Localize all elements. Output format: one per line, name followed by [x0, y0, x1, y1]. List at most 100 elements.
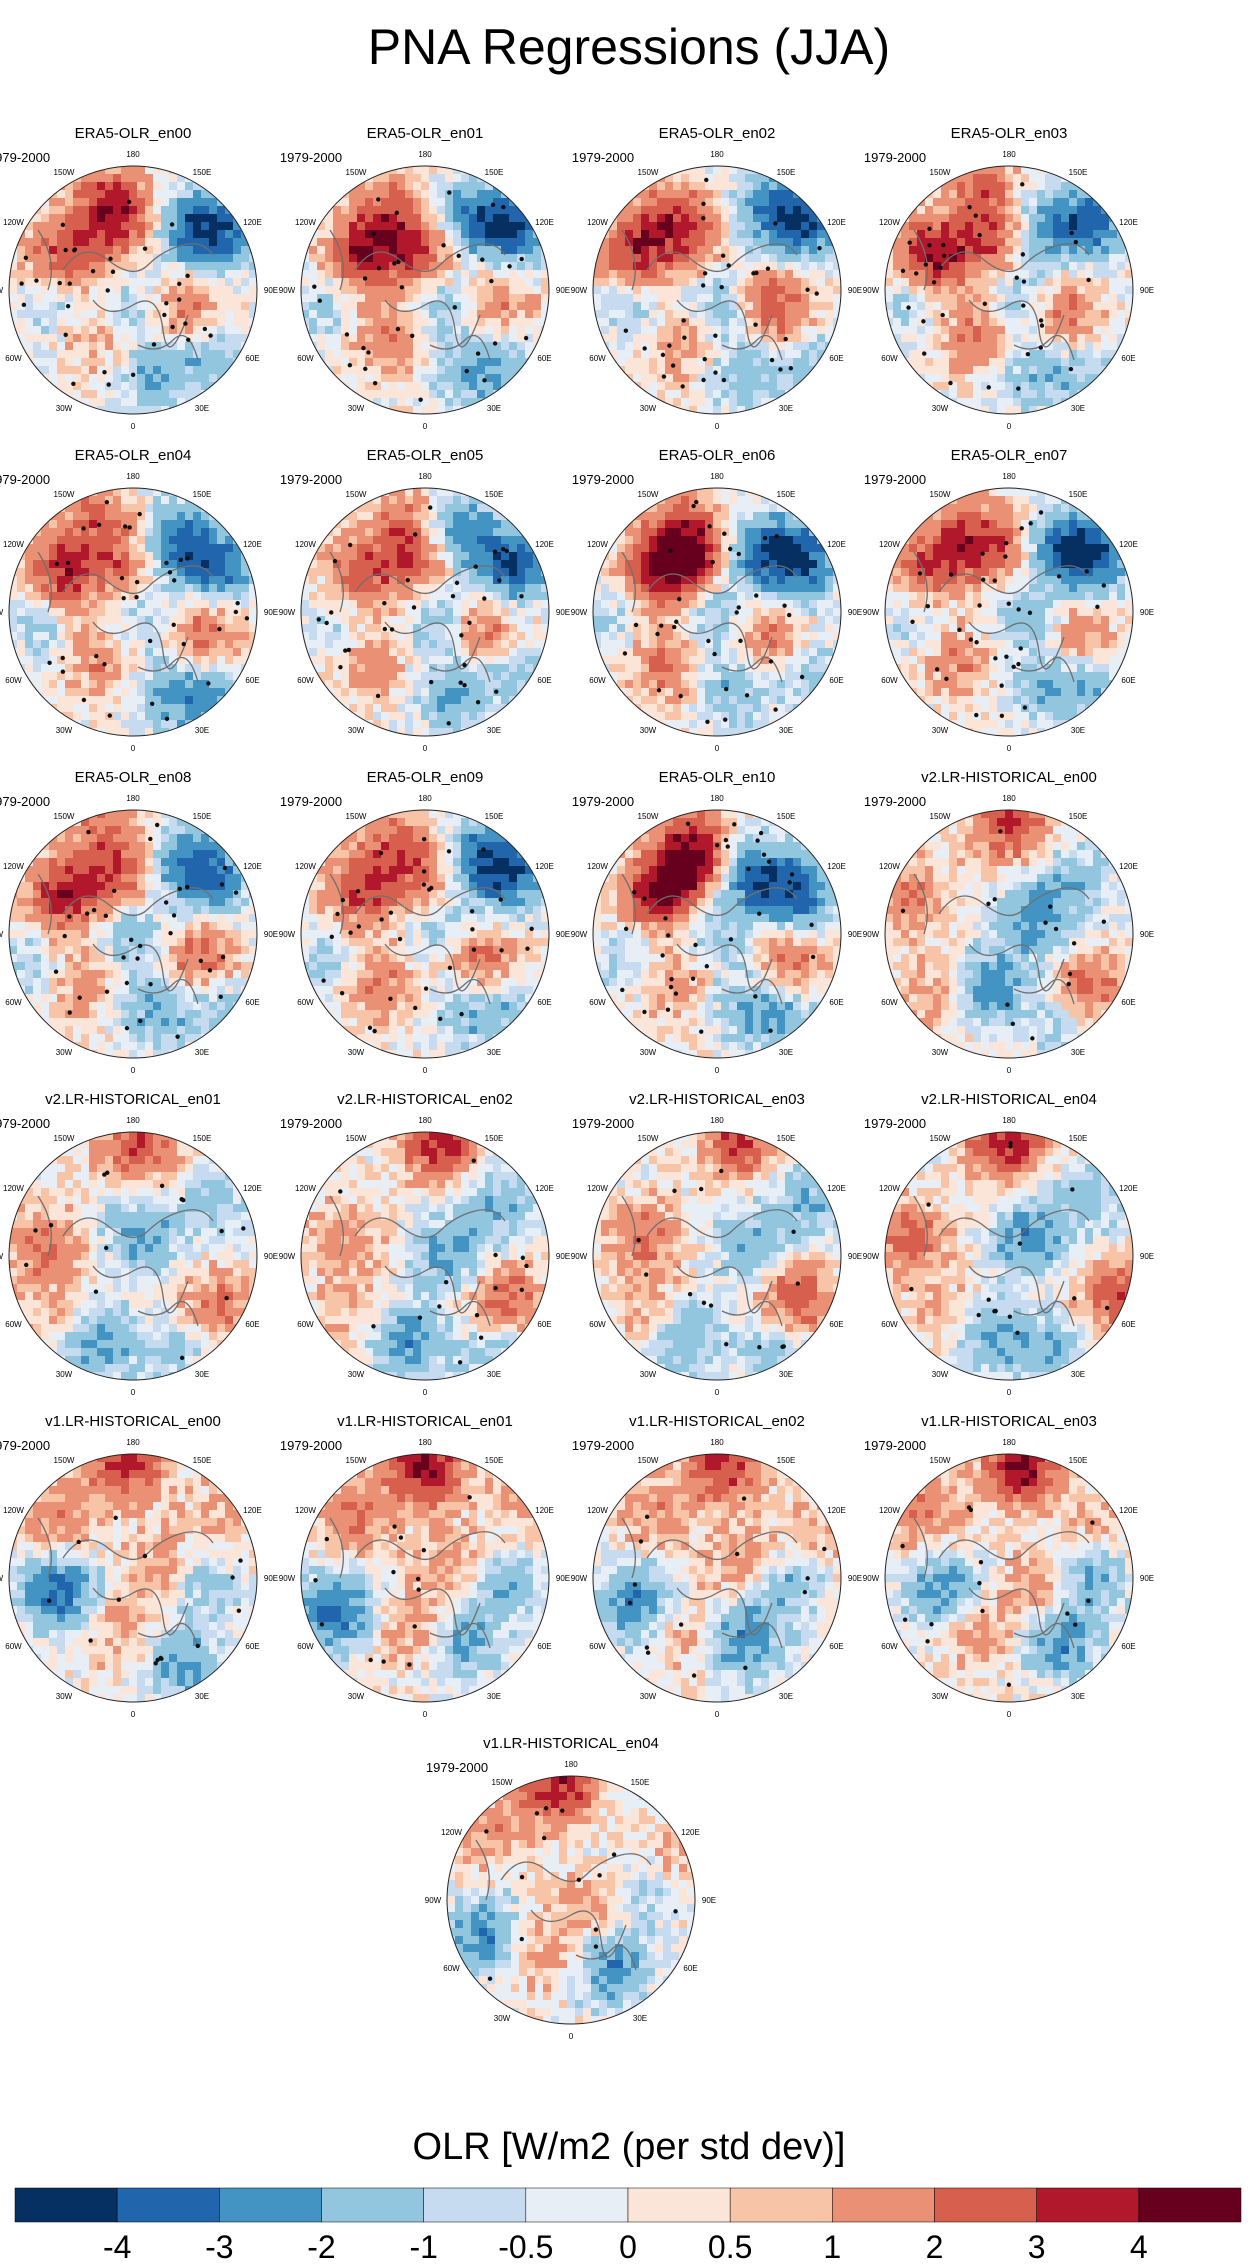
field-cell — [1029, 278, 1038, 287]
field-cell — [137, 528, 146, 537]
field-cell — [73, 238, 82, 247]
field-cell — [397, 166, 406, 175]
field-cell — [665, 254, 674, 263]
field-cell — [201, 512, 210, 521]
field-cell — [121, 600, 130, 609]
coastline — [37, 229, 52, 291]
field-cell — [73, 286, 82, 295]
field-cell — [737, 318, 746, 327]
field-cell — [509, 560, 518, 569]
field-cell — [113, 190, 122, 199]
field-cell — [33, 640, 42, 649]
field-cell — [41, 680, 50, 689]
field-cell — [217, 230, 226, 239]
field-cell — [129, 206, 138, 215]
field-cell — [81, 720, 90, 729]
field-cell — [769, 190, 778, 199]
field-cell — [233, 544, 242, 553]
field-cell — [97, 680, 106, 689]
field-cell — [113, 520, 122, 529]
field-cell — [49, 520, 58, 529]
field-cell — [145, 640, 154, 649]
field-cell — [113, 286, 122, 295]
field-cell — [493, 270, 502, 279]
field-cell — [105, 350, 114, 359]
field-cell — [729, 254, 738, 263]
field-cell — [769, 262, 778, 271]
field-cell — [689, 406, 698, 414]
field-cell — [161, 374, 170, 383]
field-cell — [1021, 166, 1030, 175]
field-cell — [349, 342, 358, 351]
field-cell — [25, 318, 34, 327]
field-cell — [65, 616, 74, 625]
field-cell — [73, 374, 82, 383]
field-cell — [373, 624, 382, 633]
significance-dot — [713, 370, 718, 375]
field-cell — [745, 190, 754, 199]
field-cell — [1013, 334, 1022, 343]
field-cell — [341, 206, 350, 215]
field-cell — [657, 294, 666, 303]
field-cell — [973, 366, 982, 375]
field-cell — [533, 584, 542, 593]
field-cell — [97, 358, 106, 367]
field-cell — [225, 608, 234, 617]
field-cell — [1101, 198, 1110, 207]
field-cell — [697, 366, 706, 375]
field-cell — [33, 246, 42, 255]
field-cell — [697, 174, 706, 183]
field-cell — [153, 254, 162, 263]
field-cell — [57, 230, 66, 239]
field-cell — [1093, 358, 1102, 367]
field-cell — [81, 552, 90, 561]
field-cell — [1037, 230, 1046, 239]
field-cell — [25, 576, 34, 585]
field-cell — [413, 326, 422, 335]
field-cell — [89, 334, 98, 343]
field-cell — [65, 600, 74, 609]
field-cell — [89, 696, 98, 705]
field-cell — [341, 238, 350, 247]
field-cell — [113, 318, 122, 327]
field-cell — [485, 278, 494, 287]
field-cell — [965, 318, 974, 327]
field-cell — [793, 246, 802, 255]
field-cell — [113, 278, 122, 287]
field-cell — [745, 174, 754, 183]
field-cell — [389, 174, 398, 183]
field-cell — [81, 174, 90, 183]
field-cell — [525, 600, 534, 609]
lon-label: 60E — [537, 354, 551, 363]
field-cell — [349, 616, 358, 625]
field-cell — [129, 190, 138, 199]
field-cell — [957, 390, 966, 399]
field-cell — [625, 262, 634, 271]
field-cell — [437, 310, 446, 319]
field-cell — [429, 254, 438, 263]
field-cell — [113, 680, 122, 689]
field-cell — [1037, 238, 1046, 247]
field-cell — [437, 350, 446, 359]
field-cell — [485, 584, 494, 593]
field-cell — [801, 318, 810, 327]
field-cell — [145, 270, 154, 279]
field-cell — [1037, 190, 1046, 199]
field-cell — [97, 496, 106, 505]
field-cell — [525, 528, 534, 537]
field-cell — [73, 664, 82, 673]
field-cell — [609, 334, 618, 343]
field-cell — [89, 246, 98, 255]
field-cell — [437, 206, 446, 215]
field-cell — [957, 222, 966, 231]
field-cell — [365, 246, 374, 255]
field-cell — [705, 254, 714, 263]
field-cell — [397, 512, 406, 521]
field-cell — [113, 334, 122, 343]
field-cell — [997, 286, 1006, 295]
field-cell — [121, 270, 130, 279]
field-cell — [81, 366, 90, 375]
field-cell — [161, 238, 170, 247]
field-cell — [153, 262, 162, 271]
field-cell — [309, 584, 318, 593]
